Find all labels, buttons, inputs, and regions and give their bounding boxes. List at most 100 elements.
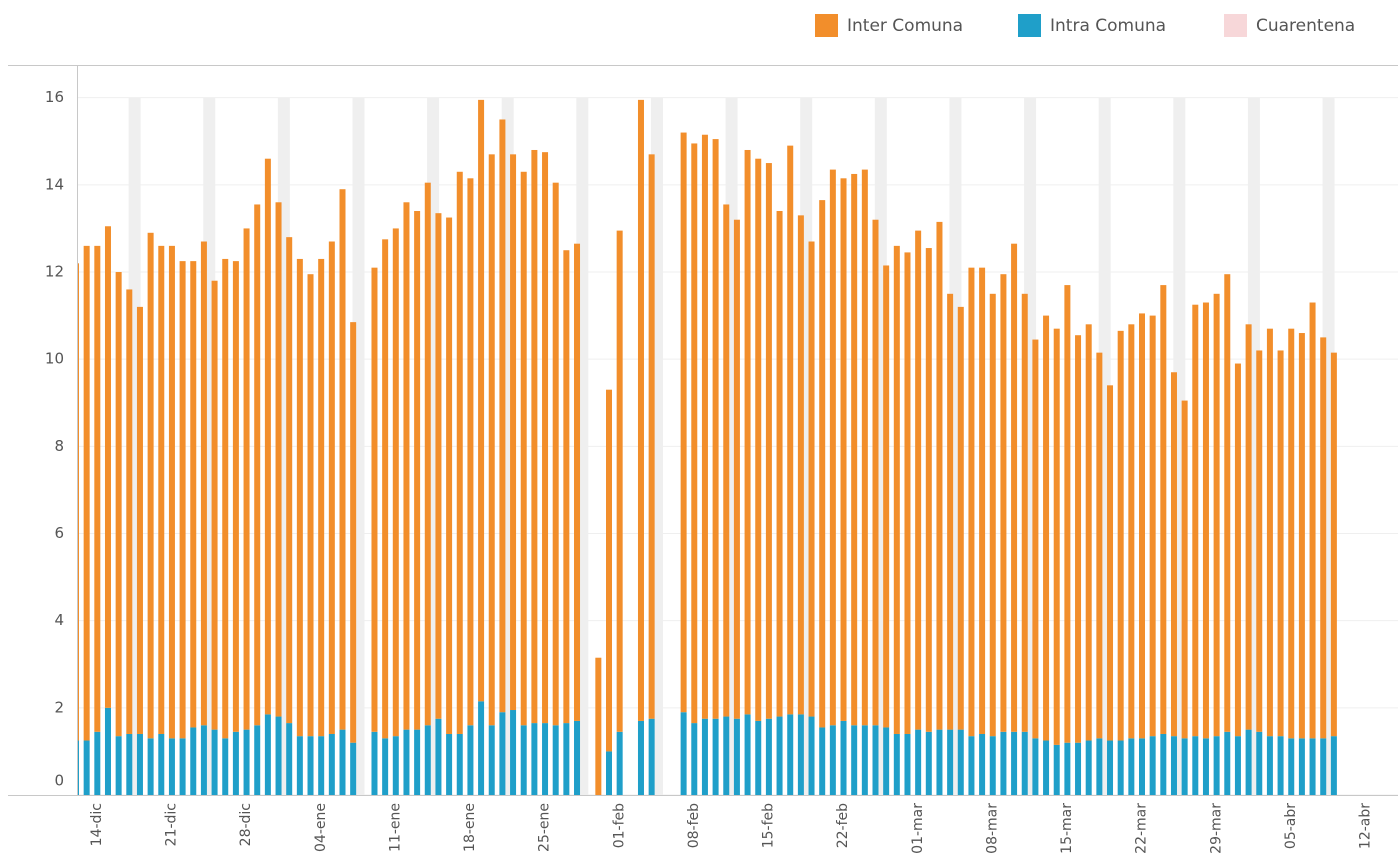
- bar: [478, 99, 485, 702]
- legend-label: Intra Comuna: [1050, 16, 1166, 36]
- bar: [925, 731, 932, 795]
- x-tick-label: 25-ene: [537, 803, 553, 852]
- bar: [1160, 285, 1167, 734]
- bar: [424, 725, 431, 795]
- bar: [1298, 738, 1305, 795]
- x-tick-label: 01-mar: [910, 803, 926, 854]
- bar: [776, 716, 783, 795]
- x-tick-label: 05-abr: [1283, 803, 1299, 849]
- bar: [904, 252, 911, 734]
- legend-swatch: [1224, 14, 1247, 37]
- bar: [520, 171, 527, 726]
- bar: [1021, 293, 1028, 732]
- labels: 0 2 4 6 8 10 12 14 16 14-dic 21-dic 28-dic 04-ene 11-…: [45, 88, 1374, 854]
- x-tick-label: 11-ene: [387, 803, 403, 852]
- bar: [968, 736, 975, 795]
- bar: [637, 720, 644, 795]
- bar: [531, 149, 538, 724]
- bar: [883, 727, 890, 795]
- bar: [467, 178, 474, 726]
- bar: [126, 733, 133, 795]
- bar: [371, 731, 378, 795]
- bar: [435, 213, 442, 719]
- bar: [637, 99, 644, 721]
- bar: [403, 729, 410, 795]
- bar: [168, 738, 175, 795]
- bar: [531, 723, 538, 795]
- bar: [1085, 324, 1092, 741]
- bar: [957, 306, 964, 730]
- bar: [264, 714, 271, 795]
- bar: [712, 139, 719, 719]
- bar: [1117, 740, 1124, 795]
- bar: [1139, 313, 1145, 739]
- bar: [542, 723, 549, 795]
- bar: [552, 182, 559, 726]
- bar: [264, 158, 271, 715]
- bar: [808, 716, 815, 795]
- bar: [872, 725, 879, 795]
- bar: [861, 169, 868, 726]
- bar: [414, 211, 421, 730]
- bar: [104, 707, 111, 795]
- bar: [968, 267, 975, 737]
- legend-swatch: [815, 14, 838, 37]
- x-tick-label: 22-feb: [835, 803, 851, 848]
- x-tick-label: 15-feb: [761, 803, 777, 848]
- bar: [371, 267, 378, 732]
- bar: [435, 718, 442, 795]
- bar: [1224, 274, 1231, 732]
- x-tick-label: 15-mar: [1059, 803, 1075, 854]
- bar: [243, 729, 250, 795]
- bar: [136, 733, 143, 795]
- bar: [1000, 274, 1007, 732]
- x-tick-label: 04-ene: [313, 803, 329, 852]
- bar: [488, 725, 495, 795]
- bar: [1032, 738, 1039, 795]
- y-tick-label: 14: [45, 175, 64, 193]
- bar: [1075, 742, 1082, 795]
- bar: [1075, 335, 1082, 743]
- bar: [1288, 328, 1295, 739]
- bar: [563, 723, 570, 795]
- bar: [1309, 302, 1316, 739]
- bar: [456, 733, 463, 795]
- bar: [456, 171, 463, 734]
- bar: [1170, 736, 1177, 795]
- bar: [211, 729, 218, 795]
- bar: [797, 215, 804, 715]
- bar: [382, 738, 389, 795]
- bar: [232, 731, 239, 795]
- bar: [1320, 738, 1327, 795]
- bar: [286, 237, 293, 724]
- bar: [1011, 243, 1018, 732]
- bar: [1277, 350, 1284, 737]
- bar: [467, 725, 474, 795]
- bar: [936, 729, 943, 795]
- bar: [115, 736, 122, 795]
- bar: [925, 248, 932, 732]
- bar: [200, 725, 207, 795]
- legend-label: Inter Comuna: [847, 16, 963, 36]
- bar: [190, 261, 197, 728]
- bar: [392, 736, 399, 795]
- bar: [765, 163, 772, 719]
- bar: [744, 149, 751, 715]
- bar: [83, 245, 90, 741]
- bar: [1202, 738, 1209, 795]
- bar: [979, 733, 986, 795]
- bar: [808, 241, 815, 717]
- bar: [1192, 304, 1199, 737]
- bar: [1000, 731, 1007, 795]
- bar: [861, 725, 868, 795]
- legend: Inter Comuna Intra Comuna Cuarentena: [815, 14, 1355, 37]
- bar: [158, 245, 165, 734]
- bar: [158, 733, 165, 795]
- x-tick-label: 21-dic: [164, 803, 180, 846]
- bar: [542, 152, 549, 724]
- bar: [414, 729, 421, 795]
- bar: [1064, 742, 1071, 795]
- bar: [424, 182, 431, 726]
- bar: [318, 736, 325, 795]
- bar: [936, 221, 943, 730]
